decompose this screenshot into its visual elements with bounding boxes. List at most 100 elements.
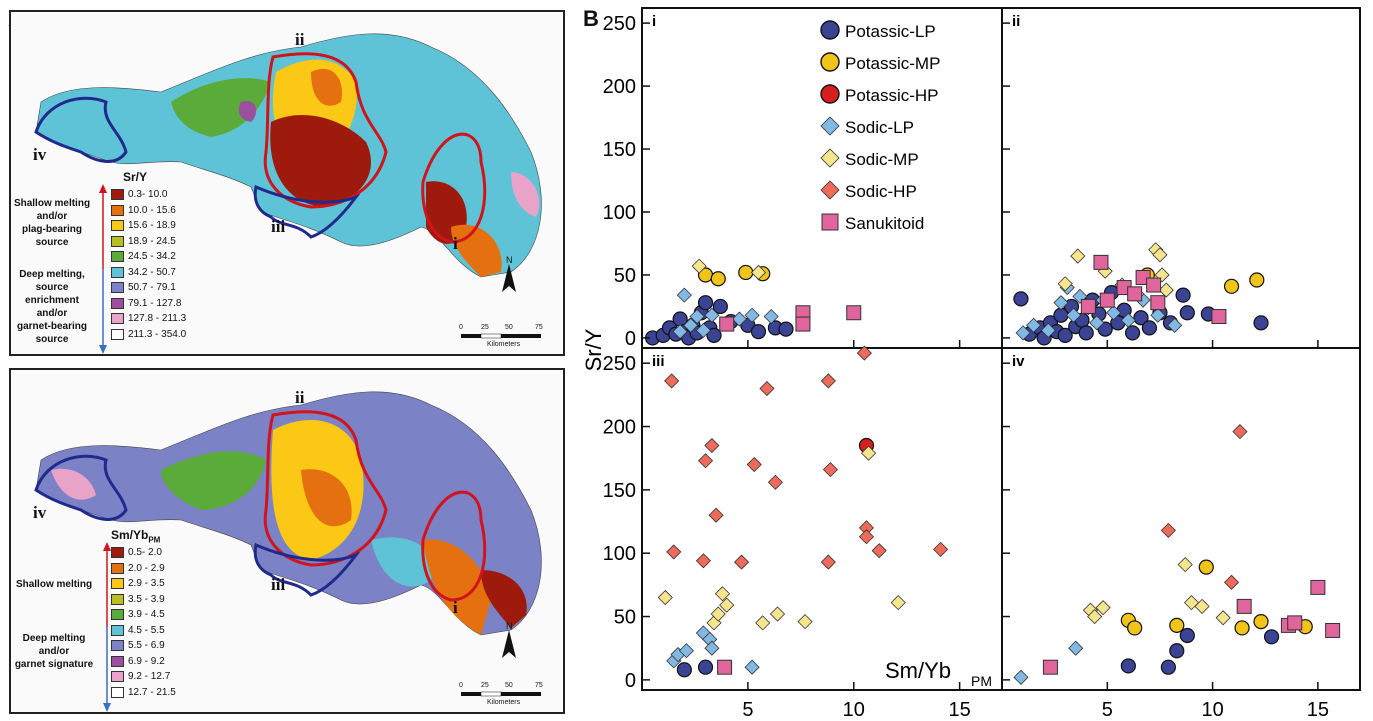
point-sanukitoid [1127, 286, 1143, 302]
x-axis-label: Sm/Yb [885, 658, 951, 683]
point-potassic-lp [1175, 287, 1191, 303]
region-iii-outline [253, 542, 361, 597]
legend-class-label: 5.5 - 6.9 [128, 640, 165, 651]
point-sodic-hp [822, 462, 839, 478]
point-potassic-mp [1249, 272, 1265, 288]
point-sanukitoid [1042, 659, 1058, 675]
legend-class-label: 2.9 - 3.5 [128, 578, 165, 589]
legend-class-label: 50.7 - 79.1 [128, 282, 176, 293]
point-sanukitoid [1093, 254, 1109, 270]
legend-marker-sodic-mp [820, 148, 840, 168]
subplot-label-ii: ii [1012, 13, 1020, 30]
north-arrow [502, 264, 516, 292]
legend-marker-potassic-mp [820, 52, 840, 72]
legend-side-line: garnet-bearing [16, 321, 87, 332]
point-sanukitoid [719, 316, 735, 332]
point-sodic-lp [1068, 640, 1084, 656]
point-sodic-lp [1013, 669, 1029, 685]
point-sodic-mp [797, 614, 813, 630]
point-sodic-mp [1095, 600, 1111, 616]
point-sanukitoid [1211, 309, 1227, 325]
legend-marker-sodic-hp [820, 180, 840, 200]
x-tick-label: 5 [1102, 699, 1113, 721]
point-sodic-lp [678, 643, 695, 659]
point-potassic-lp [697, 295, 714, 311]
point-sanukitoid [717, 659, 733, 675]
map-zone-pink [511, 172, 540, 217]
region-label-ii: ii [295, 388, 305, 407]
region-label-iii: iii [271, 217, 286, 236]
sr-y-map-panel: ii i iii iv 0 25 50 75 Kilometers N Sr/Y… [9, 10, 565, 356]
legend-class-label: 15.6 - 18.9 [128, 220, 176, 231]
legend-swatch [111, 562, 124, 574]
legend-swatch [111, 624, 124, 636]
point-sodic-lp [1053, 295, 1069, 311]
y-tick-label: 0 [625, 328, 636, 350]
y-axis-label: Sr/Y [581, 328, 606, 371]
map-zone-purple [238, 101, 257, 122]
legend-class-0: 0.3- 10.0 [111, 188, 167, 201]
legend-class-label: 4.5 - 5.5 [128, 624, 165, 636]
legend-label-sodic-lp: Sodic-LP [845, 118, 914, 137]
point-sodic-mp [1177, 557, 1193, 573]
map-zone-green [161, 451, 266, 510]
region-label-i: i [453, 598, 458, 617]
point-sanukitoid [1287, 615, 1303, 631]
region-iii-outline [253, 184, 361, 239]
point-potassic-lp [1013, 291, 1029, 307]
point-potassic-lp [1179, 305, 1195, 321]
point-sodic-lp [744, 307, 760, 323]
point-sodic-hp [767, 474, 783, 490]
legend-swatch [111, 640, 124, 651]
scale-tick-0: 0 [459, 324, 463, 331]
legend-swatch [111, 609, 124, 620]
legend-class-3: 3.5 - 3.9 [111, 593, 165, 606]
point-sodic-hp [746, 456, 762, 473]
point-potassic-mp [738, 264, 754, 281]
y-tick-label: 50 [614, 607, 636, 629]
map-zone-green [171, 78, 271, 137]
point-potassic-lp [697, 659, 714, 675]
legend-class-label: 18.9 - 24.5 [128, 235, 176, 247]
point-sodic-mp [1087, 608, 1103, 625]
point-sodic-lp [1040, 322, 1056, 338]
legend-class-9: 211.3 - 354.0 [111, 328, 186, 341]
point-potassic-lp [1078, 325, 1094, 341]
point-sodic-mp [1070, 248, 1086, 264]
point-sanukitoid [795, 316, 811, 332]
map-zone-pink [51, 468, 96, 500]
point-sodic-hp [871, 543, 887, 559]
legend-class-label: 10.0 - 15.6 [128, 204, 176, 216]
legend-marker-potassic-hp [820, 84, 840, 104]
point-potassic-lp [778, 321, 794, 337]
legend-class-label: 34.2 - 50.7 [128, 266, 176, 278]
scale-tick-50: 50 [505, 682, 513, 689]
subplot-label-iii: iii [652, 353, 665, 370]
point-sodic-mp [719, 597, 735, 613]
point-sodic-mp [657, 589, 673, 606]
point-sanukitoid [1236, 598, 1252, 614]
point-sodic-mp [691, 258, 707, 274]
legend-swatch [111, 297, 124, 309]
panel-letter-b: B [583, 6, 599, 31]
point-sodic-lp [1026, 317, 1042, 333]
point-sanukitoid [1310, 579, 1326, 595]
legend-side-line: Shallow melting [15, 579, 93, 590]
map-zone-orange [301, 469, 352, 527]
point-sodic-mp [755, 615, 771, 631]
point-sodic-hp [666, 544, 682, 560]
point-sodic-lp [695, 322, 711, 338]
legend-class-8: 127.8 - 211.3 [111, 312, 186, 325]
legend-class-label: 0.3- 10.0 [128, 189, 168, 200]
x-tick-label: 5 [742, 699, 753, 721]
north-label: N [506, 255, 513, 265]
point-potassic-lp [1120, 658, 1136, 674]
legend-side-line: Deep melting [22, 633, 86, 644]
region-ii-outline [263, 410, 388, 567]
legend-swatch [111, 220, 124, 231]
point-potassic-lp [1263, 629, 1280, 645]
point-sodic-mp [1057, 276, 1073, 292]
point-sodic-mp [750, 264, 767, 281]
north-label: N [506, 621, 513, 631]
point-potassic-mp [1253, 613, 1269, 630]
